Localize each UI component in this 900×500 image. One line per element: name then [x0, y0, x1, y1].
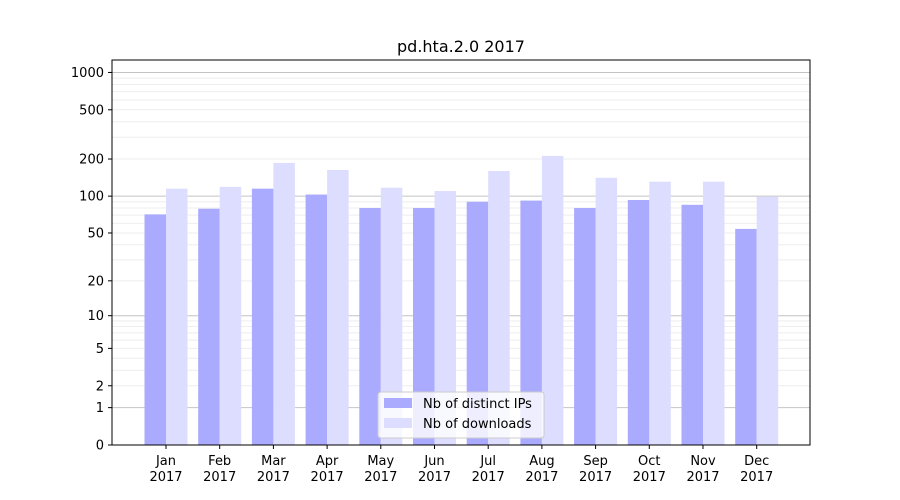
- y-tick-label: 2: [96, 379, 104, 394]
- bar-downloads: [380, 187, 403, 445]
- x-tick-label-year: 2017: [149, 470, 182, 485]
- legend-swatch: [384, 418, 412, 428]
- bar-ips: [305, 194, 328, 445]
- x-tick-label-year: 2017: [203, 470, 236, 485]
- bar-downloads: [541, 155, 564, 445]
- y-tick-label: 1: [96, 401, 104, 416]
- x-tick-label-year: 2017: [364, 470, 397, 485]
- bar-ips: [251, 188, 274, 446]
- x-tick-label-month: May: [367, 454, 394, 469]
- bar-downloads: [219, 186, 242, 445]
- x-tick-label-year: 2017: [472, 470, 505, 485]
- chart-title: pd.hta.2.0 2017: [397, 37, 525, 56]
- x-tick-label-month: Sep: [583, 454, 608, 469]
- bar-ips: [627, 200, 650, 445]
- x-tick-label-month: Feb: [208, 454, 231, 469]
- bar-downloads: [756, 196, 779, 445]
- y-tick-label: 200: [79, 153, 104, 168]
- bar-ips: [198, 208, 220, 445]
- legend-swatch: [384, 398, 412, 408]
- x-tick-label-year: 2017: [686, 470, 719, 485]
- bar-ips: [681, 204, 703, 445]
- bar-ips: [574, 208, 596, 445]
- bar-downloads: [703, 181, 725, 445]
- x-tick-label-month: Jul: [479, 454, 496, 469]
- bar-ips: [520, 200, 542, 445]
- x-tick-label-month: Jun: [423, 454, 444, 469]
- legend-label: Nb of downloads: [423, 417, 532, 432]
- y-tick-label: 50: [87, 226, 104, 241]
- y-tick-label: 0: [96, 439, 104, 454]
- bar-downloads: [166, 188, 188, 446]
- x-tick-label-month: Dec: [744, 454, 769, 469]
- x-tick-label-year: 2017: [740, 470, 773, 485]
- x-tick-label-year: 2017: [418, 470, 451, 485]
- bar-downloads: [434, 191, 456, 445]
- axes-frame: [111, 59, 811, 446]
- bar-ips: [359, 208, 381, 445]
- bar-downloads: [595, 177, 618, 445]
- x-tick-label-month: Nov: [690, 454, 716, 469]
- x-tick-label-year: 2017: [311, 470, 344, 485]
- bar-ips: [413, 208, 435, 445]
- x-tick-label-year: 2017: [525, 470, 558, 485]
- bar-ips: [735, 228, 757, 445]
- x-tick-label-month: Jan: [155, 454, 176, 469]
- bar-ips: [466, 201, 489, 445]
- legend-label: Nb of distinct IPs: [423, 397, 532, 412]
- x-tick-label-month: Aug: [529, 454, 554, 469]
- bar-ips: [144, 214, 166, 445]
- y-tick-label: 1000: [71, 66, 104, 81]
- bar-downloads: [273, 162, 295, 445]
- x-tick-label-year: 2017: [257, 470, 290, 485]
- bar-downloads: [327, 169, 349, 445]
- y-tick-label: 10: [87, 309, 104, 324]
- y-tick-label: 20: [87, 274, 104, 289]
- bar-downloads: [649, 181, 671, 445]
- legend-box: [377, 391, 545, 439]
- x-tick-label-month: Mar: [261, 454, 286, 469]
- y-tick-label: 100: [79, 190, 104, 205]
- x-tick-label-year: 2017: [579, 470, 612, 485]
- bar-downloads: [488, 170, 510, 445]
- x-tick-label-month: Oct: [638, 454, 660, 469]
- x-tick-label-year: 2017: [633, 470, 666, 485]
- y-tick-label: 500: [79, 103, 104, 118]
- x-tick-label-month: Apr: [316, 454, 339, 469]
- y-tick-label: 5: [96, 342, 104, 357]
